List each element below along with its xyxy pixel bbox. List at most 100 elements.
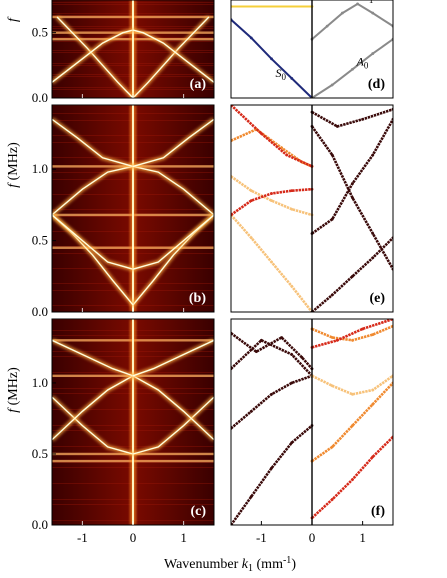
ridge <box>132 165 214 216</box>
y-tick-label: 0.0 <box>32 90 48 105</box>
heatmap-2 <box>52 105 214 312</box>
y-tick-label: 0.5 <box>32 446 48 461</box>
center-column-core <box>132 319 134 525</box>
mode-point <box>361 117 365 121</box>
mode-point <box>270 57 273 61</box>
mode-point <box>335 338 339 342</box>
x-tick-label: -1 <box>77 530 88 545</box>
mode-point <box>330 445 334 449</box>
x-tick-label: 0 <box>309 530 316 545</box>
mode-point <box>371 402 375 406</box>
ridge <box>56 16 134 98</box>
mode-curve <box>311 382 393 463</box>
mode-curve <box>231 105 313 168</box>
mode-point <box>290 284 294 288</box>
mode-curve <box>231 332 313 370</box>
y-tick-label: 0.0 <box>32 517 48 532</box>
mode-point <box>361 327 365 331</box>
mode-point <box>340 11 344 15</box>
panel-label: (b) <box>189 291 206 306</box>
mode-point <box>270 260 273 264</box>
ridge <box>132 339 214 377</box>
x-tick-label: 1 <box>359 530 366 545</box>
mode-point <box>351 274 354 278</box>
mode-point <box>249 495 253 498</box>
heatmap-1 <box>52 0 214 98</box>
dispersion-frame <box>230 104 394 313</box>
mode-point <box>270 199 273 203</box>
y-axis-label-first: f <box>6 16 21 22</box>
panel-label: (e) <box>369 291 385 306</box>
mode-point <box>330 384 334 388</box>
heatmap-3 <box>52 319 214 525</box>
mode-line <box>311 2 393 40</box>
ridge <box>132 396 214 455</box>
ridge <box>52 214 134 270</box>
ridge <box>52 375 134 441</box>
mode-point <box>351 182 354 185</box>
panel-label: (d) <box>368 77 385 92</box>
mode-point <box>249 236 253 240</box>
mode-point <box>371 52 375 55</box>
mode-point <box>300 355 304 359</box>
mode-point <box>330 83 334 87</box>
x-tick-label: 1 <box>180 530 187 545</box>
mode-point <box>290 441 294 444</box>
mode-point <box>280 336 284 339</box>
ridge <box>132 16 210 98</box>
ridge <box>132 214 214 270</box>
mode-point <box>330 336 334 339</box>
mode-curve <box>231 175 313 217</box>
mode-point <box>371 153 375 157</box>
panel-label: (c) <box>190 504 206 519</box>
ridge <box>52 165 134 216</box>
mode-point <box>330 153 334 157</box>
mode-point <box>249 189 253 193</box>
mode-curve <box>311 108 393 128</box>
mode-point <box>270 192 273 195</box>
mode-point <box>330 217 334 221</box>
mode-point <box>371 455 375 459</box>
mode-point <box>270 466 273 470</box>
panel-label: (a) <box>190 77 207 92</box>
mode-point <box>330 293 334 297</box>
y-tick-label: 1.0 <box>32 161 48 176</box>
mode-point <box>351 424 354 427</box>
mode-curve <box>231 424 313 525</box>
mode-point <box>351 478 354 481</box>
mode-point <box>259 132 263 135</box>
ridge <box>132 118 214 168</box>
x-axis-label: Wavenumber k1 (mm-1) <box>164 555 296 574</box>
mode-point <box>259 338 263 342</box>
ridge <box>52 118 134 168</box>
mode-point <box>371 256 375 260</box>
x-tick-label: 0 <box>130 530 137 545</box>
mode-curve <box>231 338 313 377</box>
mode-point <box>249 36 253 40</box>
y-axis-label: f (MHz) <box>6 367 21 413</box>
ridge <box>52 29 134 83</box>
mode-point <box>249 199 253 203</box>
mode-point <box>270 392 273 396</box>
mode-point <box>330 498 334 501</box>
mode-point <box>335 125 339 128</box>
mode-point <box>290 381 294 385</box>
ridge <box>132 29 214 83</box>
dispersion-frame <box>230 0 394 99</box>
mode-point <box>325 24 329 28</box>
panel-label: (f) <box>371 504 385 519</box>
mode-label: A1 <box>361 0 374 5</box>
mode-point <box>371 333 375 337</box>
mode-point <box>290 189 294 193</box>
mode-point <box>351 67 354 71</box>
ridge <box>52 339 134 377</box>
mode-curve <box>311 236 393 312</box>
mode-point <box>356 2 359 6</box>
heatmap-layer <box>52 0 214 525</box>
center-column-core <box>132 0 134 98</box>
frame-layer <box>51 0 394 526</box>
center-column-core <box>132 105 134 312</box>
y-tick-label: 0.0 <box>32 304 48 319</box>
mode-point <box>290 77 294 80</box>
